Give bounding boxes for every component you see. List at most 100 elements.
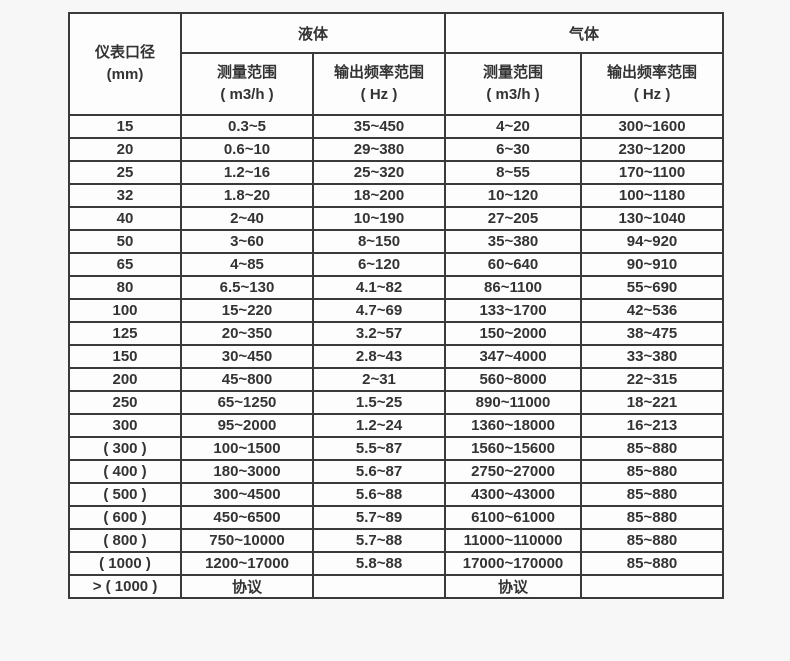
cell-liquid-range: 180~3000 <box>180 459 314 484</box>
cell-gas-range: 890~11000 <box>444 390 583 415</box>
cell-gas-freq: 85~880 <box>580 505 725 530</box>
freq-range-unit: ( Hz ) <box>633 86 671 103</box>
table-row: 15 0.3~5 35~450 4~20 300~1600 <box>68 114 725 139</box>
freq-range-label: 输出频率范围 <box>334 64 425 81</box>
cell-gas-range: 10~120 <box>444 183 583 208</box>
cell-liquid-range: 100~1500 <box>180 436 314 461</box>
cell-liquid-freq: 1.5~25 <box>311 390 447 415</box>
table-row: ( 400 ) 180~3000 5.6~87 2750~27000 85~880 <box>68 459 725 484</box>
cell-gas-range: 133~1700 <box>444 298 583 323</box>
cell-gas-freq: 100~1180 <box>580 183 725 208</box>
cell-liquid-range: 750~10000 <box>180 528 314 553</box>
cell-dn: ( 400 ) <box>68 459 182 484</box>
header-gas-measure-range: 测量范围 ( m3/h ) <box>444 52 583 116</box>
cell-gas-freq: 85~880 <box>580 436 725 461</box>
cell-dn: 200 <box>68 367 182 392</box>
measure-range-label: 测量范围 <box>483 64 544 81</box>
cell-liquid-range: 15~220 <box>180 298 314 323</box>
measure-range-unit: ( m3/h ) <box>220 86 274 103</box>
cell-liquid-range: 1200~17000 <box>180 551 314 576</box>
cell-liquid-freq: 1.2~24 <box>311 413 447 438</box>
cell-gas-freq: 85~880 <box>580 459 725 484</box>
freq-range-unit: ( Hz ) <box>360 86 398 103</box>
cell-dn: > ( 1000 ) <box>68 574 182 599</box>
cell-dn: ( 500 ) <box>68 482 182 507</box>
table-row: 25 1.2~16 25~320 8~55 170~1100 <box>68 160 725 185</box>
header-diameter-label: 仪表口径 <box>94 44 155 61</box>
cell-gas-range: 86~1100 <box>444 275 583 300</box>
table-row: 200 45~800 2~31 560~8000 22~315 <box>68 367 725 392</box>
cell-gas-freq: 22~315 <box>580 367 725 392</box>
cell-dn: 250 <box>68 390 182 415</box>
header-diameter-unit: (mm) <box>106 66 144 83</box>
cell-gas-freq: 85~880 <box>580 528 725 553</box>
cell-liquid-freq: 29~380 <box>311 137 447 162</box>
cell-liquid-freq: 6~120 <box>311 252 447 277</box>
cell-liquid-freq: 5.7~88 <box>311 528 447 553</box>
cell-liquid-range: 协议 <box>180 574 314 599</box>
cell-dn: ( 1000 ) <box>68 551 182 576</box>
freq-range-label: 输出频率范围 <box>607 64 698 81</box>
cell-gas-freq: 170~1100 <box>580 160 725 185</box>
cell-liquid-range: 45~800 <box>180 367 314 392</box>
cell-gas-range: 347~4000 <box>444 344 583 369</box>
table-row: 50 3~60 8~150 35~380 94~920 <box>68 229 725 254</box>
cell-gas-range: 协议 <box>444 574 583 599</box>
cell-dn: 25 <box>68 160 182 185</box>
cell-liquid-freq: 5.8~88 <box>311 551 447 576</box>
table-row: 80 6.5~130 4.1~82 86~1100 55~690 <box>68 275 725 300</box>
cell-dn: 15 <box>68 114 182 139</box>
cell-liquid-freq <box>311 574 447 599</box>
cell-liquid-range: 0.6~10 <box>180 137 314 162</box>
cell-dn: ( 600 ) <box>68 505 182 530</box>
measure-range-unit: ( m3/h ) <box>486 86 540 103</box>
table-row: 150 30~450 2.8~43 347~4000 33~380 <box>68 344 725 369</box>
cell-gas-freq: 85~880 <box>580 482 725 507</box>
cell-liquid-range: 0.3~5 <box>180 114 314 139</box>
cell-gas-range: 6~30 <box>444 137 583 162</box>
cell-liquid-range: 65~1250 <box>180 390 314 415</box>
cell-dn: 150 <box>68 344 182 369</box>
cell-liquid-freq: 2.8~43 <box>311 344 447 369</box>
cell-dn: 125 <box>68 321 182 346</box>
cell-liquid-range: 1.2~16 <box>180 160 314 185</box>
cell-gas-freq: 55~690 <box>580 275 725 300</box>
table-row: ( 500 ) 300~4500 5.6~88 4300~43000 85~880 <box>68 482 725 507</box>
table-row: 100 15~220 4.7~69 133~1700 42~536 <box>68 298 725 323</box>
header-liquid: 液体 <box>179 12 447 54</box>
cell-liquid-freq: 5.7~89 <box>311 505 447 530</box>
cell-dn: 32 <box>68 183 182 208</box>
cell-liquid-freq: 5.6~88 <box>311 482 447 507</box>
cell-liquid-freq: 25~320 <box>311 160 447 185</box>
cell-gas-range: 4~20 <box>444 114 583 139</box>
header-sub-row: 测量范围 ( m3/h ) 输出频率范围 ( Hz ) 测量范围 ( m3/h … <box>69 52 725 116</box>
cell-liquid-range: 6.5~130 <box>180 275 314 300</box>
cell-gas-freq: 42~536 <box>580 298 725 323</box>
cell-gas-range: 2750~27000 <box>444 459 583 484</box>
cell-dn: 20 <box>68 137 182 162</box>
cell-gas-range: 1360~18000 <box>444 413 583 438</box>
cell-gas-freq: 38~475 <box>580 321 725 346</box>
header-liquid-freq-range: 输出频率范围 ( Hz ) <box>311 52 447 116</box>
table-row: ( 600 ) 450~6500 5.7~89 6100~61000 85~880 <box>68 505 725 530</box>
cell-liquid-freq: 4.7~69 <box>311 298 447 323</box>
cell-dn: 40 <box>68 206 182 231</box>
header-diameter: 仪表口径 (mm) <box>68 12 182 116</box>
flowmeter-spec-table: 仪表口径 (mm) 液体 气体 测量范围 ( m3/h ) 输出频率范围 ( H… <box>68 12 725 599</box>
cell-gas-range: 60~640 <box>444 252 583 277</box>
cell-liquid-range: 2~40 <box>180 206 314 231</box>
table-row: ( 800 ) 750~10000 5.7~88 11000~110000 85~880 <box>68 528 725 553</box>
cell-dn: 100 <box>68 298 182 323</box>
table-row: ( 300 ) 100~1500 5.5~87 1560~15600 85~880 <box>68 436 725 461</box>
cell-gas-range: 4300~43000 <box>444 482 583 507</box>
cell-gas-freq <box>580 574 725 599</box>
cell-dn: ( 800 ) <box>68 528 182 553</box>
cell-gas-range: 17000~170000 <box>444 551 583 576</box>
cell-liquid-freq: 4.1~82 <box>311 275 447 300</box>
cell-liquid-freq: 8~150 <box>311 229 447 254</box>
cell-gas-range: 11000~110000 <box>444 528 583 553</box>
cell-gas-range: 1560~15600 <box>444 436 583 461</box>
cell-liquid-freq: 2~31 <box>311 367 447 392</box>
table-row: 65 4~85 6~120 60~640 90~910 <box>68 252 725 277</box>
cell-liquid-freq: 3.2~57 <box>311 321 447 346</box>
